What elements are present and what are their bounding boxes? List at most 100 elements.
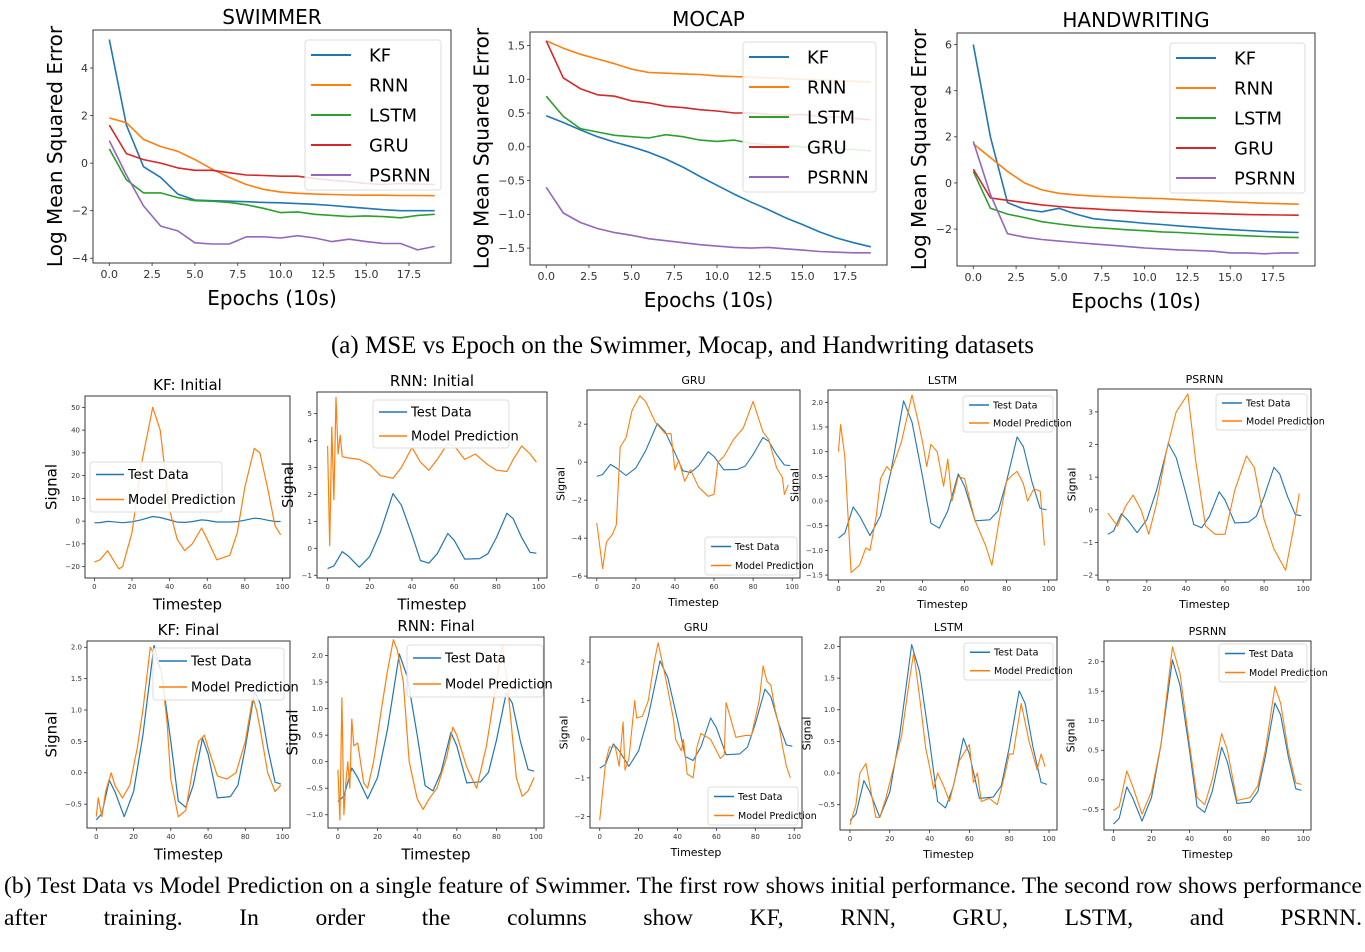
legend-label: LSTM <box>369 105 417 126</box>
chart-title: LSTM <box>928 374 957 387</box>
plot-frame <box>827 389 1058 581</box>
chart-0: SWIMMER 0.0 2.5 5.0 7.5 10.0 12.5 15.0 17.5 −4 −2 0… <box>43 5 452 310</box>
x-tick-label: 5.0 <box>186 268 204 281</box>
x-tick-label: 80 <box>492 833 501 841</box>
x-tick-label: 7.5 <box>1093 271 1111 284</box>
x-tick-label: 5.0 <box>623 270 641 283</box>
chart-4: RNN: Initial 0 20 40 60 80 100 −1 0 1 2 3 4 5 Timestep… <box>279 372 548 614</box>
x-tick-label: 80 <box>492 583 501 591</box>
x-tick-label: 0.0 <box>965 271 983 284</box>
y-tick-label: −10 <box>65 540 80 548</box>
series-line-model-prediction <box>837 394 1045 574</box>
y-tick-label: 2 <box>581 659 585 667</box>
series-line-model-prediction <box>327 396 537 547</box>
x-tick-label: 40 <box>673 833 682 841</box>
caption-b: (b) Test Data vs Model Prediction on a s… <box>4 873 1362 931</box>
chart-2: HANDWRITING 0.0 2.5 5.0 7.5 10.0 12.5 15.0 17.5 −… <box>907 8 1316 313</box>
legend-label: KF <box>1234 48 1256 69</box>
series-line-rnn <box>972 143 1299 205</box>
y-tick-label: 0.5 <box>312 732 323 740</box>
x-tick-label: 20 <box>634 833 643 841</box>
legend-label: Test Data <box>127 468 189 483</box>
x-tick-label: 15.0 <box>354 268 379 281</box>
legend-label: Test Data <box>1248 649 1293 660</box>
y-tick-label: 0 <box>81 157 88 170</box>
x-tick-label: 20 <box>1147 835 1156 843</box>
y-tick-label: 4 <box>81 62 88 75</box>
x-tick-label: 20 <box>885 835 894 843</box>
y-tick-label: 20 <box>71 472 80 480</box>
x-tick-label: 100 <box>276 833 289 841</box>
x-tick-label: 40 <box>1181 585 1190 593</box>
x-tick-label: 0 <box>1111 835 1115 843</box>
x-tick-label: 20 <box>365 583 374 591</box>
x-tick-label: 20 <box>631 583 640 591</box>
legend: Test Data Model Prediction <box>1215 393 1325 431</box>
y-axis-label: Signal <box>557 716 570 750</box>
series-line-test-data <box>838 400 1047 539</box>
y-tick-label: −1.5 <box>806 572 823 580</box>
y-tick-label: 3 <box>1089 408 1093 416</box>
x-tick-label: 17.5 <box>1261 271 1286 284</box>
series-line-kf <box>108 39 435 212</box>
y-tick-label: 0 <box>76 518 80 526</box>
legend-label: PSRNN <box>807 167 869 188</box>
x-tick-label: 60 <box>1221 585 1230 593</box>
legend-label: LSTM <box>807 107 855 128</box>
legend: KF RNN LSTM GRU PSRNN <box>304 39 442 191</box>
y-tick-label: 0 <box>578 459 582 467</box>
series-line-test-data <box>327 493 537 570</box>
y-tick-label: 2.0 <box>312 652 323 660</box>
y-tick-label: 4 <box>945 85 952 98</box>
series-line-test-data <box>94 515 281 524</box>
x-tick-label: 20 <box>129 833 138 841</box>
legend: Test Data Model Prediction <box>372 399 519 449</box>
x-tick-label: 100 <box>1042 585 1055 593</box>
plot-frame <box>92 29 452 264</box>
legend: Test Data Model Prediction <box>1218 643 1328 683</box>
series-line-rnn <box>109 117 435 197</box>
x-tick-label: 60 <box>712 833 721 841</box>
y-tick-label: −1.0 <box>806 547 823 555</box>
x-tick-label: 12.5 <box>1175 271 1200 284</box>
legend-label: RNN <box>369 75 408 96</box>
y-tick-label: −1 <box>575 774 585 782</box>
x-tick-label: 40 <box>407 583 416 591</box>
legend-label: Model Prediction <box>191 681 299 696</box>
x-tick-label: 60 <box>960 585 969 593</box>
legend: KF RNN LSTM GRU PSRNN <box>1169 42 1306 194</box>
chart-title: HANDWRITING <box>1062 8 1209 32</box>
y-tick-label: −0.5 <box>65 801 82 809</box>
chart-6: LSTM 0 20 40 60 80 100 −1.5 −1.0 −0.5 0.0 0.5 1.0 1.5… <box>789 374 1072 611</box>
legend: Test Data Model Prediction <box>406 644 553 698</box>
legend-label: Test Data <box>734 542 779 553</box>
x-tick-label: 15.0 <box>1218 271 1243 284</box>
y-tick-label: −0.5 <box>818 801 835 809</box>
plot-frame <box>84 395 291 579</box>
caption-a: (a) MSE vs Epoch on the Swimmer, Mocap, … <box>330 332 1035 359</box>
x-tick-label: 100 <box>276 583 289 591</box>
y-tick-label: 2 <box>1089 441 1093 449</box>
y-tick-label: 1.5 <box>508 39 526 52</box>
x-tick-label: 60 <box>203 583 212 591</box>
plot-frame <box>529 31 888 266</box>
series-line-gru <box>972 168 1299 216</box>
x-tick-label: 12.5 <box>747 270 772 283</box>
x-tick-label: 7.5 <box>666 270 684 283</box>
series-line-model-prediction <box>1113 646 1302 815</box>
plot-frame <box>956 32 1316 267</box>
y-tick-label: −2 <box>936 223 952 236</box>
x-tick-label: 60 <box>1223 835 1232 843</box>
legend: Test Data Model Prediction <box>962 395 1072 433</box>
y-tick-label: 2.0 <box>71 644 82 652</box>
chart-7: PSRNN 0 20 40 60 80 100 −2 −1 0 1 2 3 Timestep Signal T… <box>1065 373 1324 611</box>
y-axis-label: Signal <box>43 464 61 510</box>
y-tick-label: 0 <box>945 177 952 190</box>
series-line-lstm <box>972 171 1299 239</box>
y-tick-label: −1 <box>302 572 312 580</box>
legend-box <box>742 41 877 193</box>
x-tick-label: 12.5 <box>311 268 336 281</box>
y-tick-label: 1.5 <box>71 675 82 683</box>
series-line-model-prediction <box>849 652 1046 826</box>
